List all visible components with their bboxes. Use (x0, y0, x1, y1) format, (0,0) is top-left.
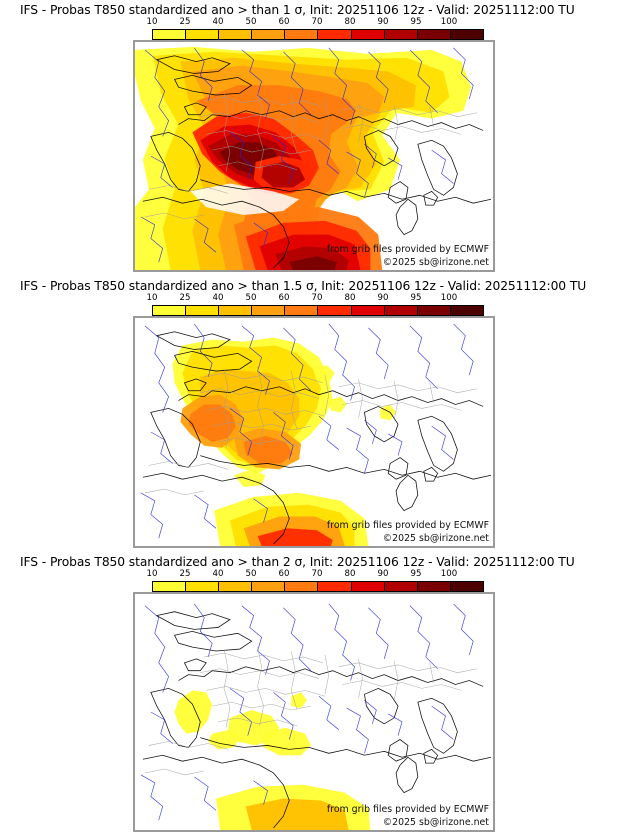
colorbar-tick: 70 (311, 17, 323, 27)
colorbar-swatch-95 (417, 30, 451, 39)
colorbar-swatch-50 (252, 582, 286, 591)
source-attribution: from grib files provided by ECMWF (326, 804, 489, 815)
colorbar-tick: 100 (440, 569, 458, 579)
colorbar-swatch-25 (186, 30, 220, 39)
colorbar-gradient (152, 29, 484, 40)
colorbar-2sigma: 10 25 40 50 60 70 80 90 95 100 (0, 569, 630, 592)
colorbar-tick: 25 (179, 293, 191, 303)
copyright-attribution: ©2025 sb@irizone.net (382, 533, 489, 544)
colorbar-tick: 60 (278, 17, 290, 27)
colorbar-tick: 70 (311, 569, 323, 579)
colorbar-tick-labels: 10 25 40 50 60 70 80 90 95 100 (133, 17, 497, 28)
colorbar-swatch-25 (186, 306, 220, 315)
colorbar-tick: 95 (410, 17, 422, 27)
colorbar-1p5sigma: 10 25 40 50 60 70 80 90 95 100 (0, 293, 630, 316)
colorbar-tick: 60 (278, 569, 290, 579)
colorbar-swatch-70 (318, 582, 352, 591)
colorbar-swatch-60 (285, 582, 319, 591)
colorbar-swatch-90 (384, 582, 418, 591)
colorbar-tick: 40 (212, 17, 224, 27)
colorbar-swatch-40 (219, 306, 253, 315)
colorbar-tick: 90 (377, 293, 389, 303)
colorbar-tick: 90 (377, 569, 389, 579)
colorbar-tick: 25 (179, 17, 191, 27)
colorbar-gradient (152, 581, 484, 592)
colorbar-tick: 80 (344, 17, 356, 27)
map-2sigma[interactable]: from grib files provided by ECMWF ©2025 … (133, 592, 495, 832)
panel-2sigma: IFS - Probas T850 standardized ano > tha… (0, 552, 630, 832)
colorbar-tick: 40 (212, 293, 224, 303)
colorbar-swatch-70 (318, 306, 352, 315)
colorbar-swatch-100 (450, 582, 483, 591)
panel-title: IFS - Probas T850 standardized ano > tha… (20, 3, 575, 17)
map-1p5sigma[interactable]: from grib files provided by ECMWF ©2025 … (133, 316, 495, 548)
colorbar-tick: 95 (410, 293, 422, 303)
colorbar-swatch-10 (153, 30, 187, 39)
colorbar-swatch-80 (351, 582, 385, 591)
colorbar-swatch-10 (153, 582, 187, 591)
colorbar-tick: 60 (278, 293, 290, 303)
colorbar-swatch-60 (285, 30, 319, 39)
colorbar-tick: 50 (245, 569, 257, 579)
panel-1sigma: IFS - Probas T850 standardized ano > tha… (0, 0, 630, 276)
colorbar-1sigma: 10 25 40 50 60 70 80 90 95 100 (0, 17, 630, 40)
panel-title: IFS - Probas T850 standardized ano > tha… (20, 555, 575, 569)
colorbar-tick: 10 (146, 17, 158, 27)
colorbar-swatch-25 (186, 582, 220, 591)
colorbar-swatch-40 (219, 582, 253, 591)
colorbar-tick: 50 (245, 293, 257, 303)
colorbar-tick: 25 (179, 569, 191, 579)
colorbar-gradient (152, 305, 484, 316)
panel-1p5sigma: IFS - Probas T850 standardized ano > tha… (0, 276, 630, 552)
colorbar-swatch-40 (219, 30, 253, 39)
colorbar-tick: 80 (344, 293, 356, 303)
colorbar-tick: 70 (311, 293, 323, 303)
colorbar-swatch-60 (285, 306, 319, 315)
map-1sigma[interactable]: from grib files provided by ECMWF ©2025 … (133, 40, 495, 272)
colorbar-swatch-90 (384, 30, 418, 39)
colorbar-swatch-50 (252, 30, 286, 39)
colorbar-swatch-80 (351, 306, 385, 315)
colorbar-swatch-80 (351, 30, 385, 39)
colorbar-swatch-50 (252, 306, 286, 315)
colorbar-tick: 50 (245, 17, 257, 27)
colorbar-swatch-100 (450, 30, 483, 39)
copyright-attribution: ©2025 sb@irizone.net (382, 257, 489, 268)
colorbar-swatch-95 (417, 306, 451, 315)
colorbar-tick: 10 (146, 293, 158, 303)
colorbar-tick: 40 (212, 569, 224, 579)
colorbar-tick: 80 (344, 569, 356, 579)
colorbar-swatch-70 (318, 30, 352, 39)
copyright-attribution: ©2025 sb@irizone.net (382, 817, 489, 828)
source-attribution: from grib files provided by ECMWF (326, 244, 489, 255)
colorbar-tick-labels: 10 25 40 50 60 70 80 90 95 100 (133, 293, 497, 304)
map-canvas-2sigma (135, 594, 493, 830)
colorbar-swatch-10 (153, 306, 187, 315)
map-canvas-1sigma (135, 42, 493, 270)
colorbar-tick: 90 (377, 17, 389, 27)
colorbar-swatch-100 (450, 306, 483, 315)
colorbar-tick: 100 (440, 293, 458, 303)
map-canvas-1p5sigma (135, 318, 493, 546)
colorbar-swatch-90 (384, 306, 418, 315)
panel-title: IFS - Probas T850 standardized ano > tha… (20, 279, 587, 293)
source-attribution: from grib files provided by ECMWF (326, 520, 489, 531)
colorbar-tick: 95 (410, 569, 422, 579)
colorbar-tick-labels: 10 25 40 50 60 70 80 90 95 100 (133, 569, 497, 580)
colorbar-tick: 10 (146, 569, 158, 579)
colorbar-tick: 100 (440, 17, 458, 27)
colorbar-swatch-95 (417, 582, 451, 591)
